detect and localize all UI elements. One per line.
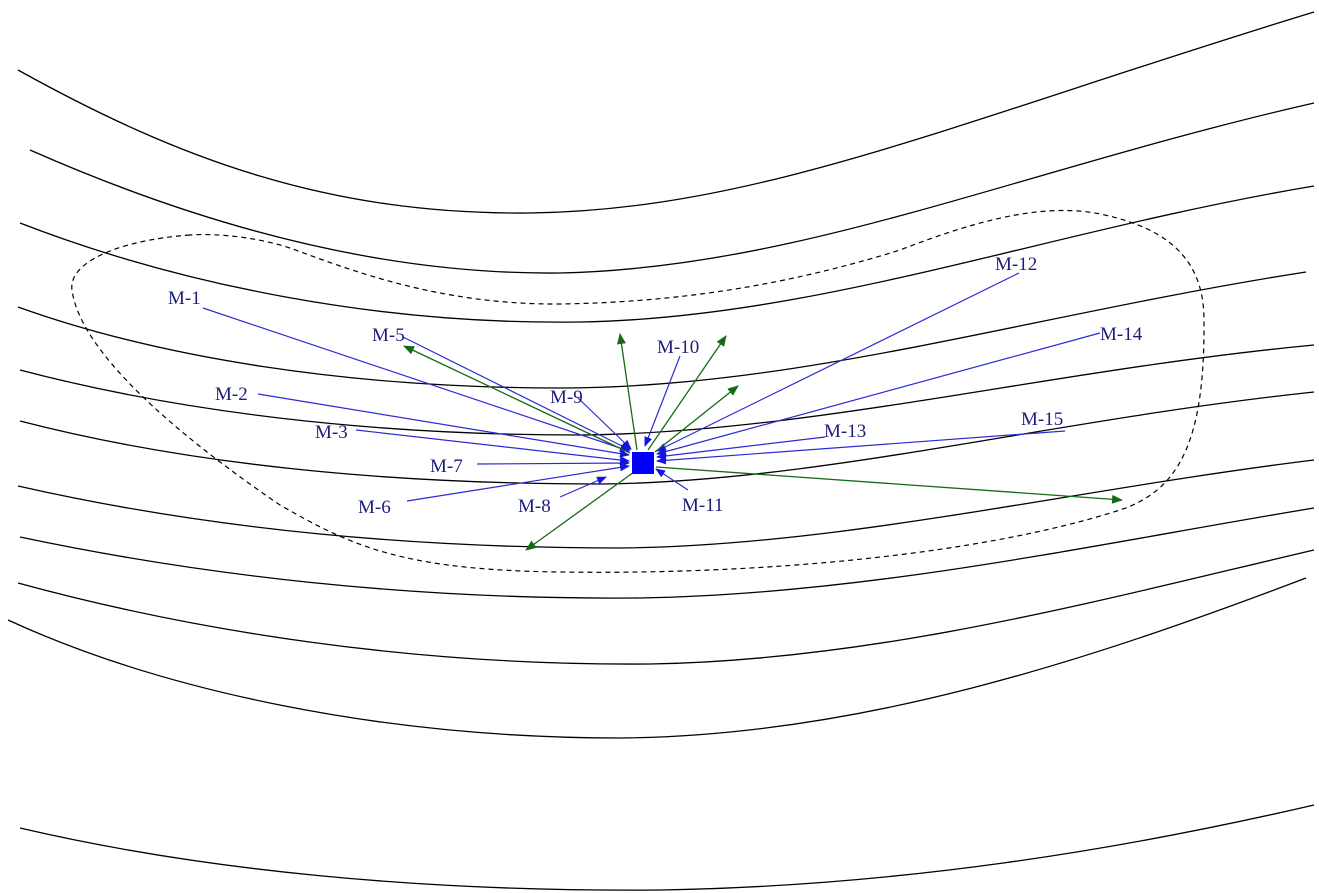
inbound-arrow-m14 (656, 332, 1101, 456)
label-m15: M-15 (1021, 409, 1063, 430)
outbound-arrow (647, 335, 727, 451)
contour-line (17, 549, 1315, 665)
label-m8: M-8 (518, 496, 551, 517)
contour-line (7, 577, 1307, 739)
inbound-arrow-m5 (402, 336, 631, 451)
inbound-arrow-m3 (355, 429, 630, 464)
outbound-arrows (403, 333, 1123, 551)
inbound-arrow-m12 (656, 272, 1020, 452)
inbound-arrow-m6 (406, 463, 630, 502)
label-m6: M-6 (358, 497, 391, 518)
contour-line (17, 459, 1315, 549)
contour-line (19, 185, 1315, 323)
inbound-arrow-m13 (656, 436, 826, 460)
inbound-arrow-m9 (577, 397, 632, 450)
outbound-arrow (654, 385, 739, 453)
outbound-arrow (525, 471, 635, 551)
marker-labels: M-1 M-2 M-3 M-5 M-6 M-7 M-8 M-9 M-10 M-1… (168, 254, 1143, 518)
contour-line (19, 507, 1315, 599)
contour-line (19, 391, 1315, 485)
inbound-arrow-m1 (202, 307, 630, 452)
inbound-arrow-m7 (476, 459, 630, 468)
contour-line (19, 804, 1315, 891)
dashed-boundary (71, 209, 1205, 573)
label-m10: M-10 (657, 337, 699, 358)
outbound-arrow (403, 345, 631, 454)
label-m3: M-3 (315, 422, 348, 443)
inbound-arrows (202, 272, 1101, 502)
inbound-arrow-m2 (257, 393, 630, 458)
outbound-arrow (655, 466, 1123, 504)
label-m7: M-7 (430, 456, 463, 477)
label-m14: M-14 (1100, 324, 1143, 345)
inbound-arrow-m8 (559, 476, 607, 498)
label-m11: M-11 (682, 495, 724, 516)
center-marker-square (632, 452, 654, 474)
contour-line (29, 102, 1315, 274)
outbound-arrow (616, 333, 638, 451)
inbound-arrow-m11 (655, 468, 689, 491)
label-m9: M-9 (550, 387, 583, 408)
label-m1: M-1 (168, 288, 201, 309)
contour-lines (7, 11, 1315, 891)
label-m12: M-12 (995, 254, 1037, 275)
label-m5: M-5 (372, 325, 405, 346)
inbound-arrow-m15 (656, 430, 1066, 465)
contour-line (17, 271, 1307, 389)
label-m13: M-13 (824, 421, 866, 442)
contour-line (17, 11, 1315, 214)
contour-line (19, 344, 1315, 436)
label-m2: M-2 (215, 384, 248, 405)
inbound-arrow-m10 (644, 355, 681, 447)
